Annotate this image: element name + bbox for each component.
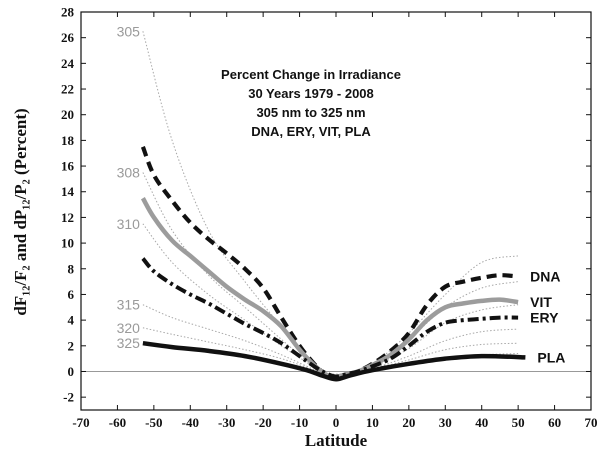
y-tick-label--2: -2 bbox=[63, 390, 74, 405]
x-tick-label--60: -60 bbox=[109, 415, 126, 430]
wavelength-label-308: 308 bbox=[117, 164, 141, 180]
annotation-block: Percent Change in Irradiance 30 Years 19… bbox=[221, 67, 401, 139]
annotation-line-3: 305 nm to 325 nm bbox=[256, 105, 365, 120]
y-tick-label-12: 12 bbox=[61, 210, 74, 225]
annotation-line-4: DNA, ERY, VIT, PLA bbox=[251, 124, 371, 139]
y-tick-label-10: 10 bbox=[61, 236, 74, 251]
x-tick-label-50: 50 bbox=[512, 415, 525, 430]
series-label-vit: VIT bbox=[530, 294, 552, 310]
x-axis-tick-labels: -70 -60 -50 -40 -30 -20 -10 0 10 20 30 40 50 60 70 bbox=[72, 415, 597, 430]
y-tick-label-16: 16 bbox=[61, 159, 75, 174]
y-axis-title: dF₁₂/F₂ and dP₁₂/P₂ (Percent) bbox=[11, 108, 30, 315]
series-line-ery bbox=[141, 257, 519, 379]
y-tick-label-0: 0 bbox=[68, 364, 75, 379]
x-axis-title: Latitude bbox=[305, 431, 368, 450]
x-tick-label-0: 0 bbox=[333, 415, 340, 430]
x-tick-label--10: -10 bbox=[291, 415, 308, 430]
series-label-ery: ERY bbox=[530, 310, 559, 326]
wavelength-label-310: 310 bbox=[117, 216, 141, 232]
x-tick-label--40: -40 bbox=[182, 415, 199, 430]
wavelength-label-325: 325 bbox=[117, 335, 141, 351]
y-tick-label-4: 4 bbox=[68, 313, 75, 328]
series-line-pla bbox=[142, 340, 526, 382]
y-tick-label-18: 18 bbox=[61, 133, 75, 148]
series-line-dna bbox=[140, 146, 519, 381]
x-tick-label-40: 40 bbox=[475, 415, 488, 430]
series-line-308 bbox=[142, 172, 519, 379]
x-tick-label-60: 60 bbox=[548, 415, 561, 430]
series-line-320 bbox=[142, 327, 519, 376]
annotation-line-1: Percent Change in Irradiance bbox=[221, 67, 401, 82]
wavelength-label-320: 320 bbox=[117, 320, 141, 336]
y-tick-label-28: 28 bbox=[61, 5, 75, 20]
y-tick-label-6: 6 bbox=[68, 287, 75, 302]
wavelength-label-315: 315 bbox=[117, 297, 141, 313]
x-tick-label--70: -70 bbox=[72, 415, 89, 430]
y-tick-label-2: 2 bbox=[68, 338, 75, 353]
y-tick-label-20: 20 bbox=[61, 107, 74, 122]
wavelength-label-305: 305 bbox=[117, 23, 141, 39]
x-tick-label--20: -20 bbox=[254, 415, 271, 430]
y-tick-label-22: 22 bbox=[61, 82, 74, 97]
series-label-pla: PLA bbox=[537, 349, 565, 365]
annotation-line-2: 30 Years 1979 - 2008 bbox=[248, 86, 374, 101]
weighted-curves bbox=[140, 146, 526, 382]
y-tick-label-8: 8 bbox=[68, 261, 75, 276]
x-tick-label--30: -30 bbox=[218, 415, 235, 430]
x-axis-ticks bbox=[80, 12, 592, 410]
x-tick-label--50: -50 bbox=[145, 415, 162, 430]
x-tick-label-30: 30 bbox=[439, 415, 452, 430]
y-axis-ticks bbox=[81, 11, 591, 398]
y-tick-label-24: 24 bbox=[61, 56, 75, 71]
y-tick-label-26: 26 bbox=[61, 30, 75, 45]
y-tick-label-14: 14 bbox=[61, 184, 75, 199]
x-tick-label-10: 10 bbox=[366, 415, 379, 430]
series-label-dna: DNA bbox=[530, 268, 560, 284]
x-tick-label-20: 20 bbox=[402, 415, 415, 430]
x-tick-label-70: 70 bbox=[585, 415, 598, 430]
